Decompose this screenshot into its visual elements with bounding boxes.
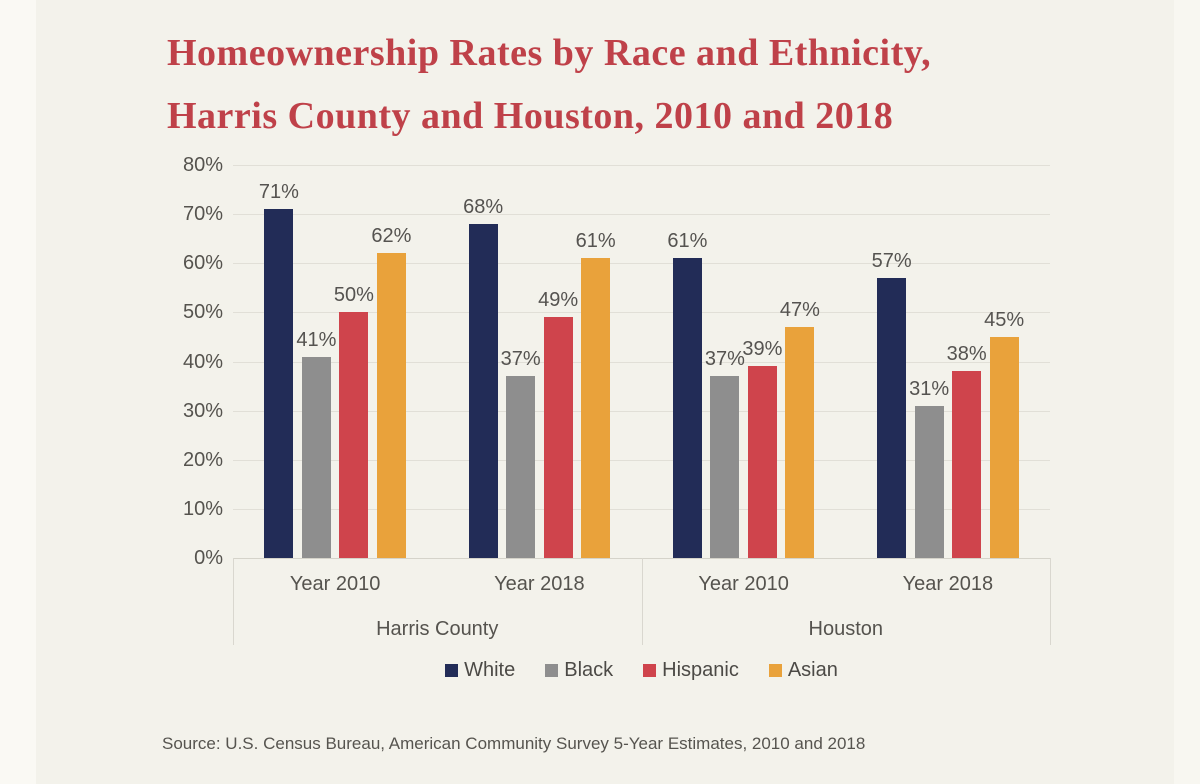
legend: White Black Hispanic Asian [233, 659, 1050, 682]
bar-black-group1 [301, 356, 331, 558]
bar-value-label: 47% [779, 299, 820, 322]
bar-value-label: 38% [946, 343, 987, 366]
legend-item-white: White [445, 659, 515, 682]
bar-black-group4 [914, 405, 944, 558]
gridline-80 [233, 165, 1050, 166]
gridline-60 [233, 263, 1050, 265]
legend-swatch-white [445, 664, 459, 677]
bar-value-label: 61% [667, 230, 708, 253]
source-note: Source: U.S. Census Bureau, American Com… [162, 734, 866, 753]
legend-swatch-black [545, 664, 559, 677]
legend-label: White [464, 659, 516, 681]
y-axis-label: 40% [182, 350, 223, 373]
legend-label: Hispanic [662, 659, 739, 681]
bar-asian-group4 [989, 336, 1019, 558]
bar-value-label: 61% [575, 230, 616, 253]
bar-hispanic-group4 [952, 371, 982, 558]
bar-value-label: 62% [371, 225, 412, 248]
y-axis-label: 80% [182, 154, 223, 176]
legend-item-asian: Asian [768, 659, 838, 682]
legend-label: Asian [787, 659, 838, 681]
gridline-10 [233, 508, 1050, 510]
x-axis-year-label: Year 2010 [698, 573, 789, 595]
bar-asian-group2 [581, 258, 611, 558]
legend-item-black: Black [545, 659, 613, 682]
bar-asian-group1 [376, 253, 406, 558]
x-axis-county-label: Houston [808, 618, 884, 640]
y-axis-label: 60% [182, 252, 223, 275]
y-axis-label: 0% [194, 547, 223, 569]
bar-white-group1 [264, 209, 294, 558]
gridline-20 [233, 459, 1050, 461]
y-axis-label: 10% [182, 497, 223, 520]
bar-black-group3 [710, 376, 740, 558]
bar-value-label: 50% [333, 284, 374, 307]
x-axis-year-label: Year 2018 [902, 573, 994, 595]
bar-value-label: 41% [296, 328, 337, 351]
x-axis-year-label: Year 2018 [494, 573, 585, 595]
y-axis-label: 50% [182, 301, 223, 324]
bar-hispanic-group3 [747, 366, 777, 558]
category-separator-1 [641, 558, 643, 645]
gridline-30 [233, 410, 1050, 412]
legend-swatch-asian [768, 664, 782, 677]
y-axis-label: 30% [182, 399, 223, 422]
bar-value-label: 49% [538, 289, 579, 312]
bar-value-label: 31% [909, 377, 950, 400]
legend-swatch-hispanic [643, 664, 657, 677]
page-edge-left [0, 0, 36, 784]
bar-value-label: 71% [258, 181, 299, 204]
bar-asian-group3 [785, 327, 815, 558]
x-axis-year-label: Year 2010 [289, 573, 381, 595]
bar-white-group3 [672, 258, 702, 558]
legend-item-hispanic: Hispanic [643, 659, 739, 682]
bar-hispanic-group2 [543, 317, 573, 558]
chart-title-line1: Homeownership Rates by Race and Ethnicit… [167, 32, 932, 74]
chart-title: Homeownership Rates by Race and Ethnicit… [167, 22, 1147, 148]
bar-value-label: 57% [871, 249, 912, 272]
category-separator-2 [1050, 558, 1051, 645]
bar-value-label: 37% [500, 348, 541, 371]
bar-value-label: 37% [704, 348, 745, 371]
bar-white-group2 [468, 223, 498, 558]
gridline-50 [233, 312, 1050, 314]
chart-title-line2: Harris County and Houston, 2010 and 2018 [167, 95, 894, 137]
x-axis-county-label: Harris County [376, 618, 499, 640]
page-edge-right [1174, 0, 1200, 784]
y-axis-label: 70% [182, 203, 223, 226]
gridline-70 [233, 214, 1050, 216]
bar-value-label: 39% [742, 338, 783, 361]
bar-white-group4 [877, 277, 907, 558]
bar-value-label: 45% [984, 308, 1025, 331]
category-separator-0 [233, 558, 234, 645]
gridline-40 [233, 361, 1050, 363]
bar-hispanic-group1 [339, 312, 369, 558]
legend-label: Black [564, 659, 614, 681]
bar-value-label: 68% [463, 195, 504, 218]
bar-black-group2 [506, 376, 536, 558]
y-axis-label: 20% [182, 448, 223, 471]
